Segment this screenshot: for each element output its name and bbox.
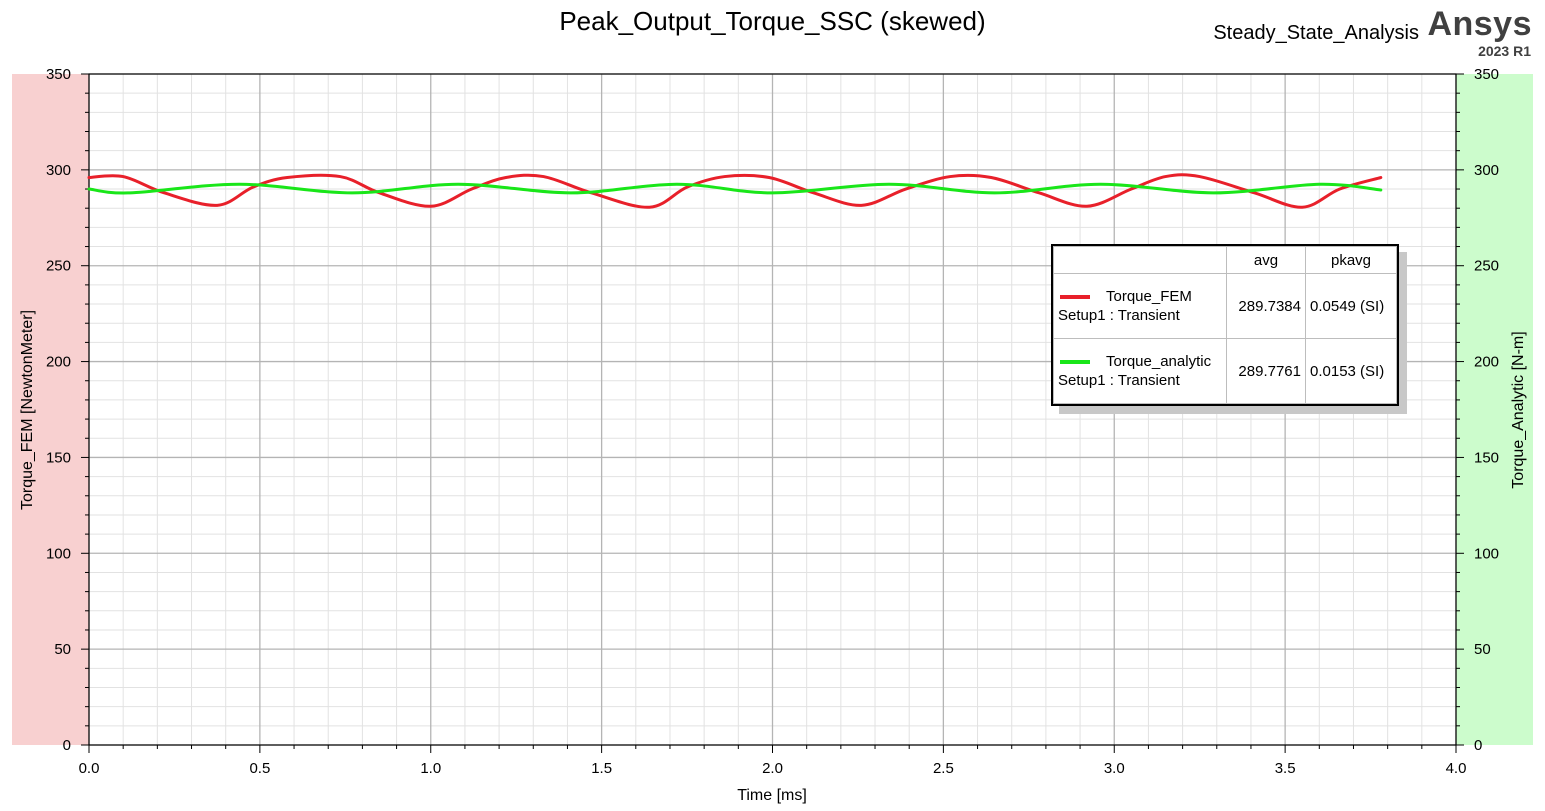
legend-swatch-green bbox=[1060, 360, 1090, 365]
x-tick-label: 4.0 bbox=[1446, 760, 1467, 777]
right-axis-band bbox=[1456, 74, 1533, 745]
x-axis-label: Time [ms] bbox=[737, 787, 807, 804]
legend-series-label: Torque_analytic bbox=[1106, 353, 1212, 370]
series-line-torque-analytic bbox=[87, 182, 1383, 195]
legend-header-blank bbox=[1053, 246, 1227, 274]
x-tick-label: 3.5 bbox=[1275, 760, 1296, 777]
legend-series-setup: Setup1 : Transient bbox=[1058, 372, 1180, 389]
y-tick-label-left: 250 bbox=[46, 258, 71, 275]
y-tick-label-right: 100 bbox=[1474, 545, 1499, 562]
y-tick-label-right: 250 bbox=[1474, 258, 1499, 275]
chart-title: Peak_Output_Torque_SSC (skewed) bbox=[559, 6, 986, 36]
x-tick-label: 1.0 bbox=[420, 760, 441, 777]
legend-series-cell: Torque_analytic Setup1 : Transient bbox=[1053, 338, 1227, 404]
y-tick-label-right: 0 bbox=[1474, 737, 1482, 754]
y-tick-label-left: 300 bbox=[46, 162, 71, 179]
y-tick-label-left: 100 bbox=[46, 545, 71, 562]
legend-avg-value: 289.7761 bbox=[1226, 338, 1306, 404]
tick-labels: 0.0 0.5 1.0 1.5 2.0 2.5 3.0 3.5 4.0 0 0 50 50 100 100 1… bbox=[46, 66, 1499, 777]
x-tick-label: 1.5 bbox=[591, 760, 612, 777]
ansys-logo: Ansys bbox=[1427, 5, 1532, 43]
y-tick-label-right: 300 bbox=[1474, 162, 1499, 179]
legend-series-name: Torque_FEM bbox=[1058, 287, 1222, 306]
y-tick-label-right: 150 bbox=[1474, 449, 1499, 466]
series-lines bbox=[87, 173, 1383, 209]
ansys-version: 2023 R1 bbox=[1478, 43, 1531, 59]
y-tick-label-right: 200 bbox=[1474, 354, 1499, 371]
y-tick-label-left: 150 bbox=[46, 449, 71, 466]
y-tick-label-left: 50 bbox=[54, 641, 71, 658]
legend-swatch-red bbox=[1060, 295, 1090, 300]
x-tick-label: 0.0 bbox=[79, 760, 100, 777]
y-tick-label-right: 50 bbox=[1474, 641, 1491, 658]
y-axis-label-left: Torque_FEM [NewtonMeter] bbox=[19, 310, 36, 510]
x-tick-label: 2.5 bbox=[933, 760, 954, 777]
left-axis-band bbox=[12, 74, 89, 745]
y-tick-label-left: 200 bbox=[46, 354, 71, 371]
x-tick-label: 2.0 bbox=[762, 760, 783, 777]
x-tick-label: 0.5 bbox=[249, 760, 270, 777]
legend-pkavg-value: 0.0153 (SI) bbox=[1305, 338, 1397, 404]
series-line-torque-fem bbox=[87, 173, 1383, 209]
legend-header-pkavg: pkavg bbox=[1305, 246, 1397, 274]
chart-subtitle: Steady_State_Analysis bbox=[1213, 22, 1419, 44]
legend-series-label: Torque_FEM bbox=[1106, 288, 1192, 305]
legend-series-cell: Torque_FEM Setup1 : Transient bbox=[1053, 273, 1227, 339]
legend-table[interactable]: avg pkavg Torque_FEM Setup1 : Transient … bbox=[1051, 244, 1399, 406]
y-axis-label-right: Torque_Analytic [N-m] bbox=[1510, 331, 1527, 488]
y-tick-label-left: 350 bbox=[46, 66, 71, 83]
y-tick-label-right: 350 bbox=[1474, 66, 1499, 83]
legend-header-avg: avg bbox=[1226, 246, 1306, 274]
legend-series-setup: Setup1 : Transient bbox=[1058, 307, 1180, 324]
y-tick-label-left: 0 bbox=[63, 737, 71, 754]
x-tick-label: 3.0 bbox=[1104, 760, 1125, 777]
legend-pkavg-value: 0.0549 (SI) bbox=[1305, 273, 1397, 339]
legend-row[interactable]: Torque_FEM Setup1 : Transient 289.7384 0… bbox=[1053, 273, 1397, 339]
legend-series-name: Torque_analytic bbox=[1058, 352, 1222, 371]
legend-row[interactable]: Torque_analytic Setup1 : Transient 289.7… bbox=[1053, 338, 1397, 404]
axis-ticks bbox=[81, 73, 1464, 753]
legend-avg-value: 289.7384 bbox=[1226, 273, 1306, 339]
